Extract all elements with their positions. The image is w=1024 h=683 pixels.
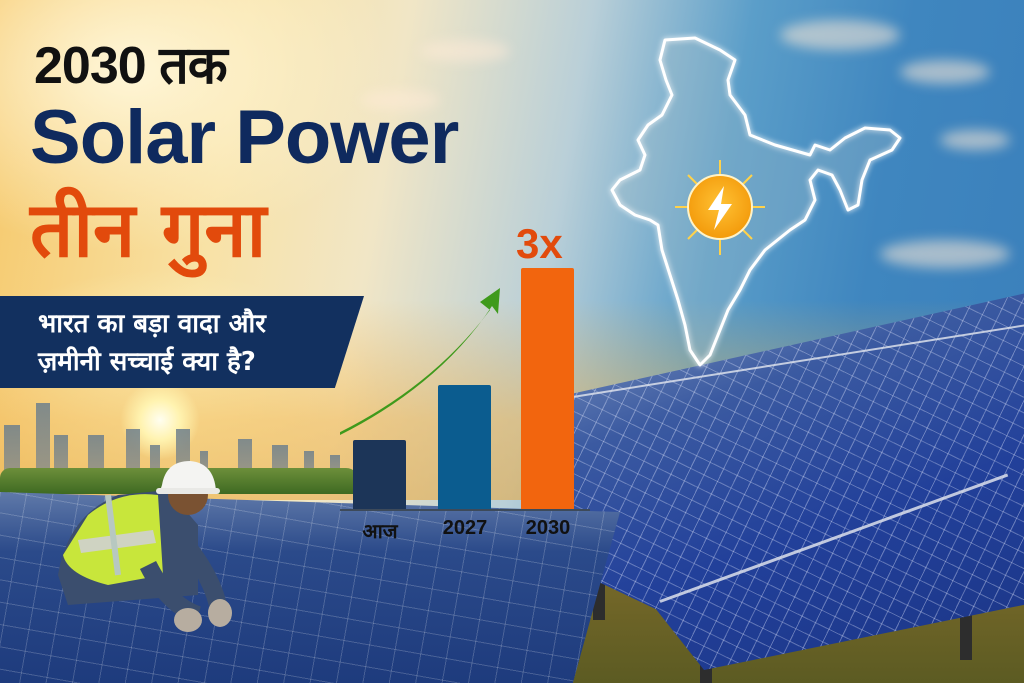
subtitle-banner — [0, 296, 364, 388]
cloud — [780, 20, 900, 50]
cloud — [940, 130, 1010, 150]
subtitle-text: भारत का बड़ा वादा और ज़मीनी सच्चाई क्या … — [38, 305, 358, 381]
cloud — [900, 60, 990, 84]
india-map-outline — [610, 36, 902, 367]
subtitle-line-2: ज़मीनी सच्चाई क्या है? — [38, 347, 256, 377]
headline-emphasis: तीन गुना — [30, 185, 267, 274]
bar-label-2030: 2030 — [525, 517, 571, 539]
cloud — [360, 90, 440, 110]
headline-year: 2030 तक — [34, 37, 228, 95]
bar-label-2027: 2027 — [442, 517, 488, 539]
cloud — [880, 240, 1010, 268]
bar-today — [353, 440, 406, 509]
bar-annotation-3x: 3x — [516, 220, 563, 267]
growth-bar-chart: आज 2027 2030 3x — [340, 220, 590, 550]
solar-worker-illustration — [58, 461, 232, 632]
bar-2030 — [521, 268, 574, 509]
cloud — [420, 40, 510, 62]
sun-bolt-icon — [675, 160, 765, 255]
trend-arrow-icon — [340, 288, 500, 436]
subtitle-line-1: भारत का बड़ा वादा और — [38, 309, 266, 339]
city-skyline — [0, 395, 360, 475]
bar-label-today: आज — [362, 521, 398, 543]
bar-2027 — [438, 385, 491, 509]
headline-topic: Solar Power — [30, 95, 459, 180]
chart-baseline — [340, 509, 590, 511]
